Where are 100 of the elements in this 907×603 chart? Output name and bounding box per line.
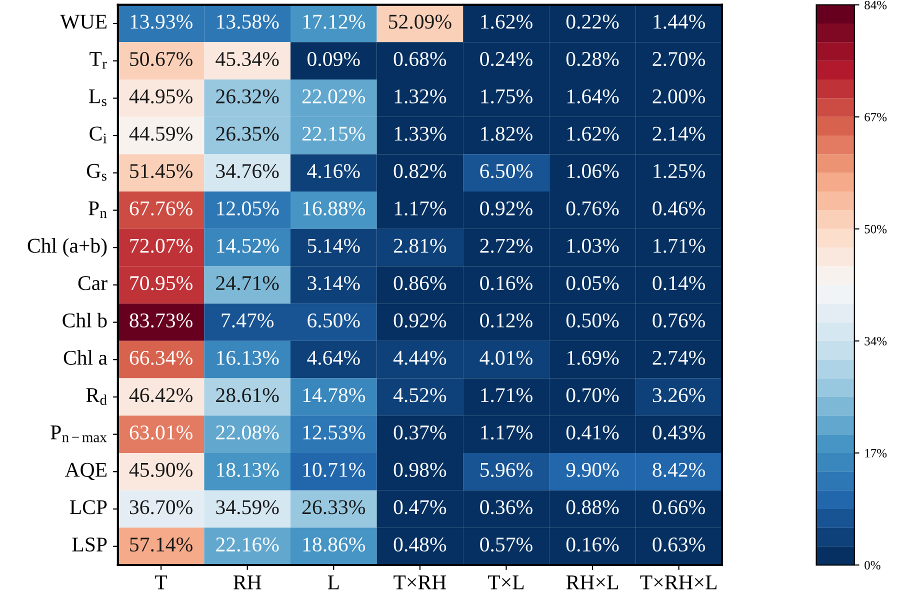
- data-label: 1.82%: [481, 126, 532, 141]
- x-tick-label: RH: [233, 576, 262, 590]
- data-label: 0.63%: [652, 537, 706, 552]
- data-label: 63.01%: [130, 425, 192, 440]
- data-label: 14.78%: [303, 388, 366, 402]
- data-label: 1.25%: [654, 164, 706, 178]
- data-label: 1.44%: [654, 14, 706, 29]
- data-label: 34.76%: [216, 164, 279, 178]
- y-tick-label: WUE: [60, 14, 107, 29]
- data-label: 1.62%: [567, 126, 619, 141]
- x-tick-label: T: [155, 576, 168, 590]
- data-label: 72.07%: [130, 238, 192, 253]
- color-bar-label: 84%: [864, 0, 887, 10]
- data-label: 51.45%: [130, 164, 192, 178]
- data-label: 0.14%: [652, 276, 706, 290]
- data-label: 0.36%: [480, 500, 532, 514]
- data-label: 66.34%: [130, 350, 192, 365]
- data-label: 0.57%: [480, 537, 532, 552]
- data-label: 46.42%: [129, 388, 192, 402]
- data-label: 0.50%: [566, 313, 619, 328]
- y-tick-label: G$_{s}$: [86, 164, 106, 181]
- data-label: 2.70%: [652, 52, 706, 66]
- data-label: 7.47%: [222, 313, 274, 328]
- data-label: 13.58%: [217, 14, 279, 29]
- data-label: 1.17%: [394, 201, 446, 216]
- data-label: 1.62%: [481, 14, 532, 29]
- data-label: 26.33%: [302, 500, 366, 514]
- data-label: 57.14%: [130, 537, 192, 552]
- data-label: 1.33%: [394, 126, 446, 141]
- color-bar-label: 0%: [864, 561, 880, 570]
- data-label: 4.16%: [307, 164, 360, 178]
- x-tick-label: T×RH: [394, 576, 446, 590]
- y-tick-label: P$_{n−max}$: [50, 426, 107, 442]
- data-label: 16.88%: [303, 201, 366, 216]
- data-label: 5.96%: [480, 462, 532, 477]
- data-label: 45.34%: [216, 52, 279, 66]
- data-label: 18.13%: [217, 462, 279, 477]
- data-label: 0.41%: [566, 425, 619, 440]
- data-label: 13.93%: [130, 14, 192, 29]
- y-tick-label: C$_{i}$: [90, 126, 107, 144]
- data-label: 0.47%: [394, 500, 446, 514]
- y-tick-label: Chl b: [62, 312, 107, 328]
- data-label: 83.73%: [130, 313, 192, 328]
- data-label: 1.69%: [567, 350, 619, 365]
- data-label: 52.09%: [389, 14, 452, 29]
- data-label: 0.92%: [394, 313, 446, 328]
- data-label: 26.32%: [216, 89, 279, 104]
- data-label: 17.12%: [303, 14, 366, 29]
- data-label: 22.08%: [216, 425, 279, 440]
- data-label: 0.22%: [566, 14, 619, 29]
- x-tick-label: T×RH×L: [640, 576, 717, 590]
- data-label: 44.59%: [129, 126, 192, 141]
- data-label: 2.74%: [652, 350, 706, 365]
- data-label: 0.68%: [394, 52, 446, 66]
- data-label: 0.66%: [652, 500, 706, 514]
- data-label: 0.05%: [566, 276, 619, 290]
- data-label: 24.71%: [216, 276, 279, 290]
- x-tick-label: T×L: [488, 576, 524, 590]
- color-bar-label: 34%: [864, 336, 887, 346]
- data-label: 0.92%: [480, 201, 532, 216]
- data-label: 0.76%: [652, 313, 706, 328]
- data-label: 0.98%: [394, 462, 446, 477]
- data-label: 2.81%: [394, 238, 446, 253]
- data-label: 1.32%: [394, 89, 446, 104]
- data-label: 12.05%: [217, 201, 279, 216]
- color-bar-label: 67%: [864, 112, 887, 122]
- data-label: 0.16%: [566, 537, 619, 552]
- y-tick-label: Chl (a+b): [28, 238, 107, 258]
- data-label: 6.50%: [480, 164, 532, 178]
- x-tick-label: RH×L: [566, 576, 618, 590]
- data-label: 1.64%: [567, 89, 619, 104]
- data-label: 0.37%: [394, 425, 446, 440]
- data-label: 22.15%: [302, 126, 366, 141]
- data-label: 0.88%: [566, 500, 619, 514]
- data-label: 0.12%: [480, 313, 532, 328]
- data-label: 0.82%: [394, 164, 446, 178]
- data-label: 9.90%: [566, 462, 619, 477]
- data-label: 5.14%: [308, 238, 360, 253]
- data-label: 0.48%: [394, 537, 446, 552]
- data-label: 26.35%: [216, 126, 279, 141]
- data-label: 0.76%: [566, 201, 619, 216]
- data-label: 2.00%: [652, 89, 706, 104]
- x-tick-label: L: [328, 576, 339, 590]
- data-label: 0.09%: [308, 52, 360, 66]
- color-bar-label: 50%: [864, 224, 887, 234]
- data-label: 36.70%: [130, 500, 192, 514]
- data-label: 0.16%: [480, 276, 532, 290]
- data-label: 16.13%: [217, 350, 279, 365]
- y-tick-label: LSP: [72, 538, 107, 552]
- data-label: 3.26%: [652, 388, 706, 402]
- data-label: 1.06%: [567, 164, 619, 178]
- data-label: 28.61%: [216, 388, 279, 402]
- data-label: 3.14%: [308, 276, 360, 290]
- data-label: 1.75%: [481, 89, 532, 104]
- data-label: 1.71%: [654, 238, 706, 253]
- data-label: 4.64%: [307, 350, 360, 365]
- data-label: 14.52%: [217, 238, 279, 253]
- data-label: 4.44%: [393, 350, 446, 365]
- data-label: 50.67%: [130, 52, 192, 66]
- data-label: 6.50%: [308, 313, 360, 328]
